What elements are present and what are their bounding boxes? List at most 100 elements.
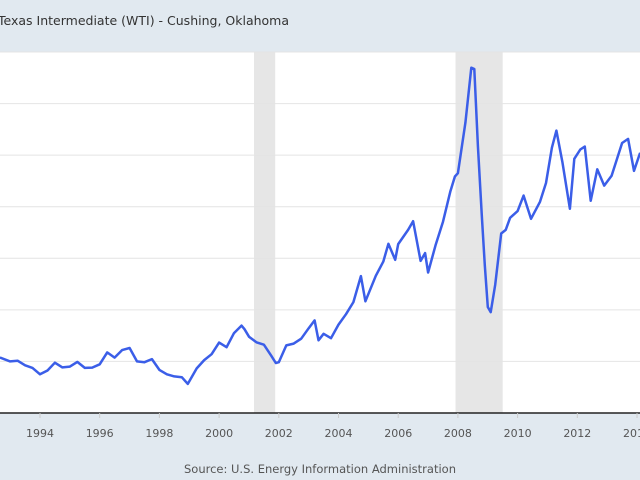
data-point [419, 260, 422, 262]
data-point [573, 157, 576, 160]
x-tick-label: 2010 [504, 427, 532, 440]
data-point [352, 301, 355, 303]
data-point [210, 353, 213, 356]
data-point [330, 337, 332, 340]
data-point [589, 199, 592, 202]
data-point [551, 146, 553, 149]
x-tick-label: 2004 [325, 427, 353, 440]
data-point [307, 327, 310, 329]
data-point [509, 217, 511, 219]
data-point [263, 343, 265, 346]
data-point [173, 375, 176, 378]
data-point [128, 347, 131, 349]
data-point [561, 161, 564, 163]
data-point [98, 363, 101, 366]
data-point [255, 341, 258, 344]
x-tick-label: 1998 [145, 427, 173, 440]
data-point [136, 360, 138, 363]
x-tick-label: 2000 [205, 427, 233, 440]
data-point [424, 252, 426, 254]
x-tick-label: 2008 [444, 427, 472, 440]
data-point [345, 313, 347, 316]
data-point [121, 349, 123, 351]
data-point [364, 300, 367, 303]
data-point [180, 376, 183, 378]
data-point [317, 339, 320, 342]
x-tick-label: 1994 [26, 427, 54, 440]
data-point [627, 138, 629, 140]
data-point [270, 354, 273, 357]
data-point [579, 148, 582, 151]
data-point [218, 341, 220, 344]
data-point [83, 367, 86, 369]
data-point [387, 243, 390, 245]
data-point [39, 373, 41, 376]
data-point [545, 182, 547, 184]
data-point [24, 364, 26, 367]
data-point [203, 359, 205, 361]
data-point [143, 361, 146, 364]
data-point [278, 361, 280, 364]
data-point [427, 271, 429, 274]
x-tick-label: 2014 [623, 427, 640, 440]
data-point [292, 342, 295, 345]
data-point [603, 184, 605, 187]
data-point [166, 373, 168, 376]
data-point [504, 229, 507, 231]
data-point [54, 361, 56, 364]
data-point [240, 324, 243, 327]
data-point [539, 201, 541, 203]
data-point [0, 356, 1, 359]
data-point [69, 365, 71, 368]
data-point [225, 346, 228, 349]
data-point [477, 145, 479, 147]
data-point [486, 306, 489, 308]
data-point [113, 356, 116, 359]
data-point [106, 351, 108, 354]
x-tick-label: 2012 [563, 427, 591, 440]
data-point [500, 232, 502, 235]
data-point [337, 323, 340, 326]
data-point [360, 275, 362, 277]
data-point [248, 335, 250, 338]
data-point [522, 194, 525, 197]
data-point [596, 168, 599, 171]
data-point [195, 367, 198, 370]
data-point [494, 284, 497, 286]
data-point [322, 333, 325, 335]
data-point [464, 121, 467, 124]
data-point [31, 367, 34, 369]
x-tick-label: 2002 [265, 427, 293, 440]
data-point [610, 174, 613, 177]
source-note: Source: U.S. Energy Information Administ… [183, 462, 456, 476]
data-point [313, 319, 316, 322]
data-point [473, 68, 476, 70]
data-point [233, 332, 235, 334]
data-point [489, 311, 492, 313]
data-point [46, 369, 49, 372]
data-point [158, 369, 161, 371]
data-point [412, 220, 414, 222]
data-point [382, 260, 385, 263]
chart-title: Texas Intermediate (WTI) - Cushing, Okla… [0, 13, 290, 28]
data-point [285, 344, 288, 347]
data-point [275, 362, 277, 364]
data-point [470, 66, 473, 69]
data-point [621, 142, 623, 144]
recession-band [455, 52, 503, 413]
data-point [583, 145, 586, 148]
data-point [16, 359, 19, 362]
x-tick-label: 2006 [384, 427, 412, 440]
data-point [442, 220, 444, 223]
data-point [480, 214, 483, 217]
data-point [151, 358, 153, 360]
data-point [434, 244, 437, 247]
recession-band [254, 52, 276, 413]
data-point [300, 337, 302, 340]
data-point [407, 229, 409, 231]
data-point [9, 360, 11, 363]
data-point [633, 170, 635, 172]
data-point [186, 383, 189, 385]
data-point [243, 328, 246, 330]
